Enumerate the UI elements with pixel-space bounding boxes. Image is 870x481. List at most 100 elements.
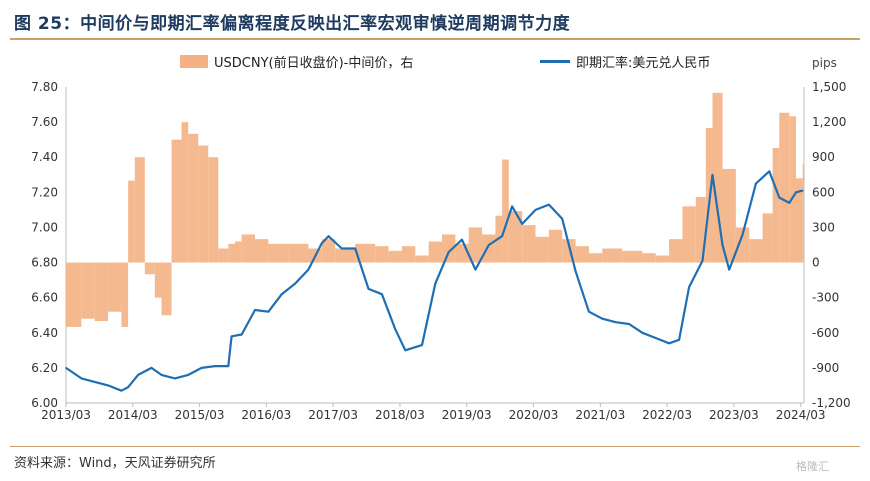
bar-mark (468, 227, 483, 263)
bar-mark (128, 180, 135, 263)
bar-mark (695, 197, 706, 263)
line-point (421, 344, 423, 346)
line-point (711, 173, 714, 176)
line-point (307, 268, 310, 271)
legend-item-line: 即期汇率:美元兑人民币 (540, 52, 710, 71)
bar-mark (218, 248, 229, 263)
line-point (434, 282, 437, 285)
line-point (294, 282, 296, 285)
bar-mark (802, 164, 804, 263)
bar-mark (779, 112, 790, 263)
y-right-tick-label: 1,200 (812, 115, 846, 129)
line-point (688, 286, 690, 288)
source-rule (10, 446, 860, 447)
x-tick-label: 2015/03 (175, 408, 225, 422)
bar-mark (749, 239, 763, 263)
line-point (561, 217, 564, 220)
bar-mark (121, 262, 129, 327)
legend-item-bars: USDCNY(前日收盘价)-中间价，右 (180, 52, 413, 71)
line-point (474, 268, 477, 271)
line-point (341, 247, 343, 250)
line-point (521, 223, 523, 225)
line-point (701, 260, 704, 262)
bar-mark (722, 168, 736, 263)
x-tick-label: 2020/03 (509, 408, 559, 422)
x-tick-label: 2024/03 (776, 408, 826, 422)
line-point (728, 268, 730, 271)
line-point (80, 377, 83, 380)
x-tick-label: 2013/03 (41, 408, 91, 422)
legend-label-bars: USDCNY(前日收盘价)-中间价，右 (214, 56, 414, 71)
line-point (230, 335, 233, 338)
line-point (227, 365, 230, 367)
line-point (174, 377, 176, 380)
y-left-tick-label: 7.40 (31, 150, 58, 164)
watermark-logo: 格隆汇 (796, 460, 829, 473)
y-left-tick-label: 6.60 (31, 291, 58, 305)
line-point (548, 203, 550, 206)
bar-mark (655, 255, 670, 263)
line-point (267, 310, 270, 313)
bar-mark (144, 262, 155, 275)
legend-swatch-bars (180, 55, 208, 68)
bar-mark (428, 241, 443, 263)
bar-mark (642, 253, 656, 263)
bar-mark (455, 243, 469, 263)
bar-mark (181, 122, 189, 263)
x-tick-label: 2017/03 (308, 408, 358, 422)
y-right-tick-label: -1,200 (812, 396, 851, 410)
bar-mark (355, 243, 376, 263)
bar-mark (375, 246, 389, 263)
y-left-tick-label: 7.60 (31, 115, 58, 129)
bar-mark (335, 248, 356, 263)
line-point (120, 389, 123, 392)
bar-mark (482, 234, 496, 263)
line-point (354, 247, 356, 250)
bar-mark (228, 243, 235, 263)
line-point (394, 328, 397, 331)
bar-mark (682, 206, 696, 263)
x-tick-label: 2018/03 (375, 408, 425, 422)
line-point (721, 244, 724, 246)
bar-mark (81, 262, 95, 319)
y-left-tick-label: 7.80 (31, 80, 58, 94)
line-point (254, 309, 256, 311)
line-point (534, 209, 537, 211)
x-tick-label: 2023/03 (709, 408, 759, 422)
y-left-tick-label: 6.20 (31, 361, 58, 375)
line-point (367, 288, 370, 290)
source-note: 资料来源：Wind，天风证券研究所 (14, 456, 216, 471)
line-point (668, 342, 670, 345)
bar-mark (535, 236, 549, 263)
bar-mark (94, 262, 109, 322)
y-left-tick-label: 7.00 (31, 220, 58, 234)
line-point (327, 235, 330, 238)
line-point (588, 310, 590, 313)
line-point (741, 233, 744, 236)
line-point (214, 365, 216, 367)
bar-mark (401, 246, 416, 263)
line-point (127, 386, 129, 389)
title-bar: 图 25：中间价与即期汇率偏离程度反映出汇率宏观审慎逆周期调节力度 (0, 0, 870, 40)
bar-mark (795, 178, 803, 263)
line-point (678, 339, 680, 341)
line-point (137, 374, 139, 376)
bar-mark (134, 157, 145, 263)
bar-mark (712, 92, 723, 263)
y-right-tick-label: -900 (812, 361, 839, 375)
bar-mark (442, 234, 456, 263)
bar-mark (735, 227, 750, 263)
bar-mark (548, 229, 563, 263)
bar-mark (772, 147, 780, 263)
line-point (641, 331, 644, 334)
bar-mark (522, 225, 536, 263)
legend-swatch-line (540, 60, 570, 63)
title-rule (10, 38, 860, 40)
bar-mark (789, 116, 796, 263)
x-tick-label: 2014/03 (108, 408, 158, 422)
bar-mark (622, 250, 643, 263)
line-point (511, 205, 513, 208)
chart-legend: USDCNY(前日收盘价)-中间价，右 即期汇率:美元兑人民币 (0, 52, 870, 72)
line-point (200, 367, 203, 369)
